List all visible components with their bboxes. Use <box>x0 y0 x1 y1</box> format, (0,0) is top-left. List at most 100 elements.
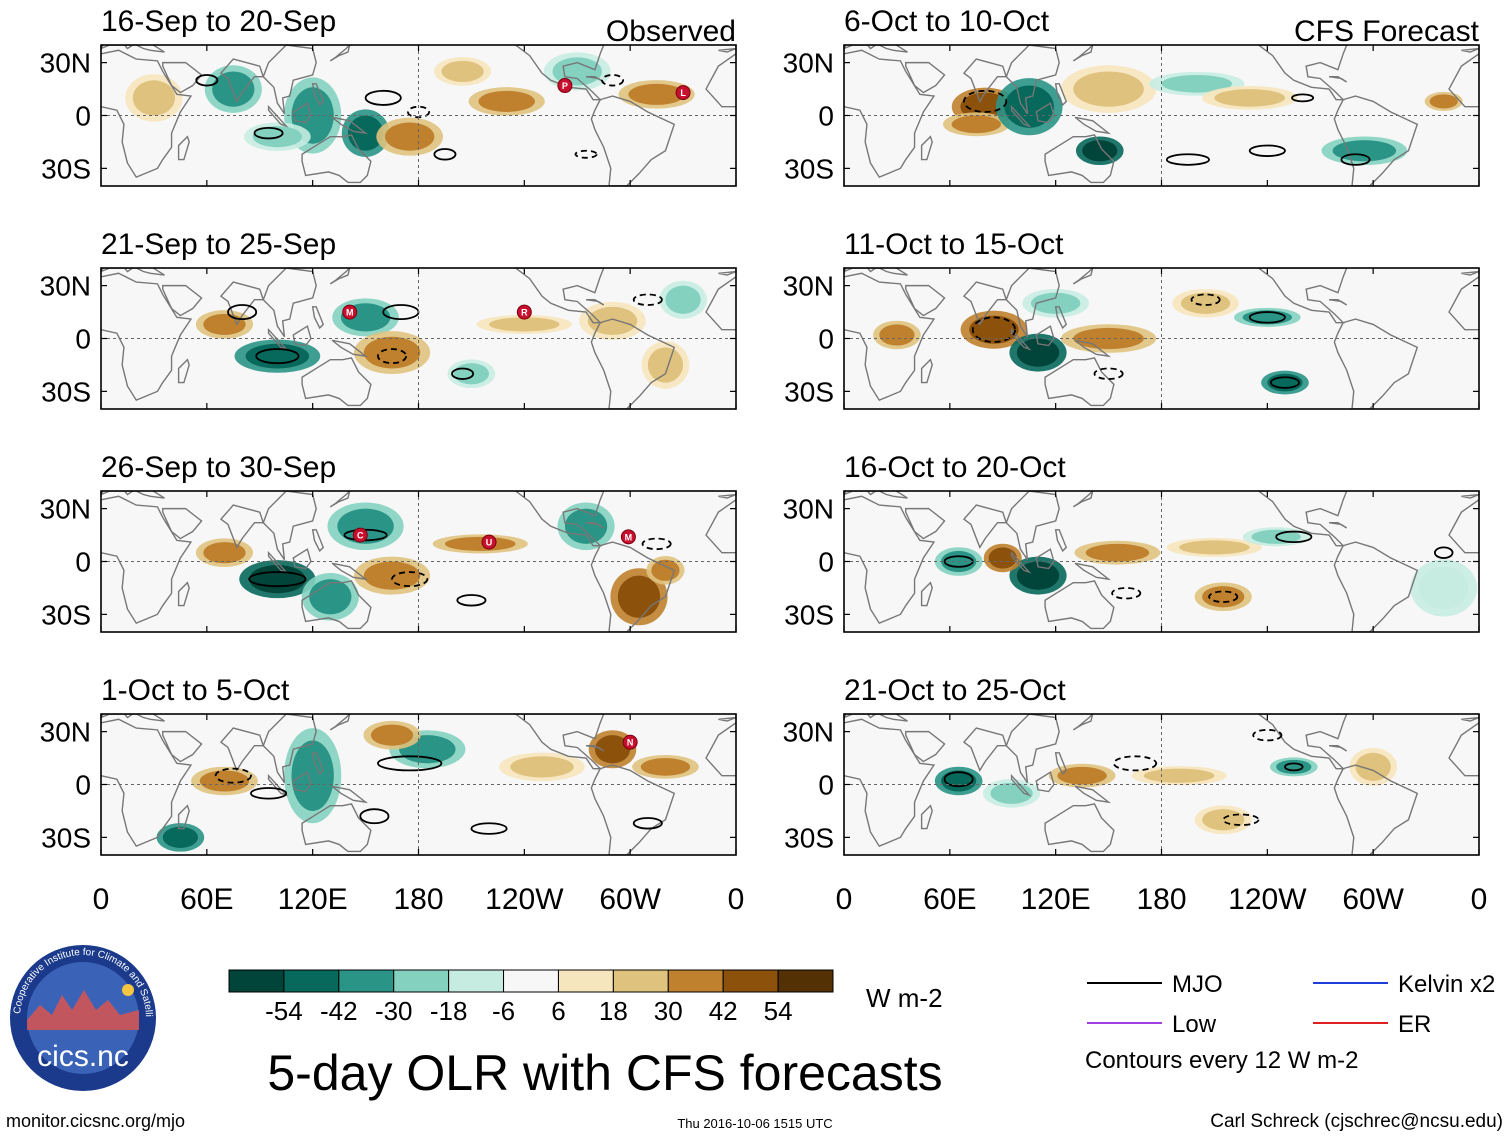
panel-6: 30N 0 30S 16-Oct to 20-Oct <box>783 451 1480 633</box>
legend-label: ER <box>1398 1011 1431 1038</box>
coastline-borneo <box>1035 771 1055 793</box>
anomaly-blob <box>1214 89 1285 107</box>
panel-1: M R 30N 0 30S 21-Sep to 25-Sep <box>40 228 737 410</box>
mjo-contour-dashed <box>1093 367 1124 380</box>
coastline-japan <box>329 45 351 62</box>
anomaly-blob <box>564 508 608 544</box>
storm-marker-circle <box>557 78 573 94</box>
x-tick-label: 0 <box>93 883 110 916</box>
x-axis-left: 0 60E 120E 180 120W 60W 0 <box>93 883 745 916</box>
y-tick-label: 30S <box>41 822 91 853</box>
coastline-india <box>962 727 1008 772</box>
colorbar-label: 42 <box>709 996 738 1026</box>
storm-marker-label: C <box>357 531 364 541</box>
panel-period-title: 6-Oct to 10-Oct <box>844 5 1050 38</box>
coastline-europe <box>844 45 908 53</box>
coastline-madagascar <box>920 804 933 830</box>
panel-field <box>101 491 736 632</box>
colorbar-units: W m-2 <box>866 983 943 1013</box>
panel-field <box>844 491 1479 632</box>
legend-note: Contours every 12 W m-2 <box>1085 1047 1358 1074</box>
anomaly-blob <box>640 758 691 776</box>
coastline-australia <box>1044 134 1115 184</box>
coastline-india <box>219 504 265 549</box>
panel-field <box>101 268 736 409</box>
anomaly-blob <box>212 71 255 107</box>
coastline-africa <box>101 49 193 179</box>
mjo-contour <box>250 787 288 800</box>
mjo-contour <box>1291 93 1315 103</box>
coastline-sumatra <box>267 327 289 351</box>
anomaly-blob <box>1355 752 1391 781</box>
y-tick-label: 30N <box>783 271 834 302</box>
colorbar-label: 30 <box>654 996 683 1026</box>
storm-marker: N <box>622 734 638 750</box>
panel-background <box>101 45 736 186</box>
coastline-arabia <box>162 284 203 317</box>
coastline-newguinea <box>331 562 369 581</box>
panel-3: N 30N 0 30S 1-Oct to 5-Oct <box>40 674 737 856</box>
mjo-contour <box>248 571 307 588</box>
storm-marker: U <box>481 534 497 550</box>
anomaly-blob <box>1202 586 1245 608</box>
mjo-contour <box>470 822 508 835</box>
coastline-newguinea <box>1074 339 1112 358</box>
coastline-africa <box>101 718 193 848</box>
x-tick-label: 120W <box>1228 883 1307 916</box>
panel-period-title: 11-Oct to 15-Oct <box>844 228 1064 261</box>
coastline-india <box>219 58 265 103</box>
coastline-philippines <box>1054 529 1068 553</box>
coastline-europe <box>101 45 165 53</box>
anomaly-blob <box>1180 292 1231 314</box>
mjo-contour-dashed <box>1208 590 1239 603</box>
legend-label: Kelvin x2 <box>1398 971 1495 998</box>
mjo-contour-dashed <box>1252 728 1283 742</box>
anomaly-blob <box>309 579 352 615</box>
coastline-sea <box>262 714 317 784</box>
anomaly-blob <box>384 122 435 151</box>
coastline-newguinea <box>331 339 369 358</box>
coastline-northam <box>514 714 605 770</box>
y-tick-label: 30N <box>783 494 834 525</box>
coastline-northam <box>514 491 605 547</box>
mjo-contour-dashed <box>1222 813 1260 826</box>
coastline-arabia <box>905 284 946 317</box>
logo-text: cics.nc <box>37 1040 129 1073</box>
coastline-africa <box>844 272 936 402</box>
y-tick-label: 30N <box>40 717 91 748</box>
storm-marker: R <box>516 304 532 320</box>
y-tick-label: 30S <box>41 153 91 184</box>
coastline-madagascar <box>920 581 933 607</box>
anomaly-blob <box>1143 768 1215 783</box>
storm-marker-circle <box>516 304 532 320</box>
colorbar-swatch <box>503 969 559 993</box>
y-tick-label: 30S <box>784 153 834 184</box>
footer-url[interactable]: monitor.cicsnc.org/mjo <box>6 1111 185 1131</box>
coastline-cuba <box>585 299 605 306</box>
coastline-northam <box>1257 491 1348 547</box>
mjo-contour <box>1269 376 1300 389</box>
coastline-philippines <box>311 752 325 776</box>
mjo-contour-dashed <box>601 74 625 87</box>
storm-marker: C <box>352 527 368 543</box>
coastline-northam <box>1257 268 1348 324</box>
panel-2: C U M 30N 0 30S 26-Sep to 30-Sep <box>40 451 737 633</box>
storm-marker-label: U <box>486 538 493 548</box>
mjo-contour-dashed <box>377 348 408 365</box>
coastline-japan <box>1072 714 1094 731</box>
coastline-africa <box>101 272 193 402</box>
storm-marker-label: R <box>521 308 528 318</box>
panel-field <box>844 714 1479 855</box>
anomaly-blob <box>1202 809 1245 831</box>
logo-mountain <box>27 990 139 1030</box>
footer-author[interactable]: Carl Schreck (cjschrec@ncsu.edu) <box>1210 1111 1503 1132</box>
coastline-newguinea <box>331 785 369 804</box>
storm-marker-circle <box>481 534 497 550</box>
colorbar-label: 54 <box>764 996 793 1026</box>
coastline-borneo <box>292 325 312 347</box>
coastline-india <box>219 727 265 772</box>
colorbar-label: -54 <box>265 996 303 1026</box>
coastline-sumatra <box>1010 773 1032 797</box>
footer-timestamp: Thu 2016-10-06 1515 UTC <box>677 1116 832 1131</box>
